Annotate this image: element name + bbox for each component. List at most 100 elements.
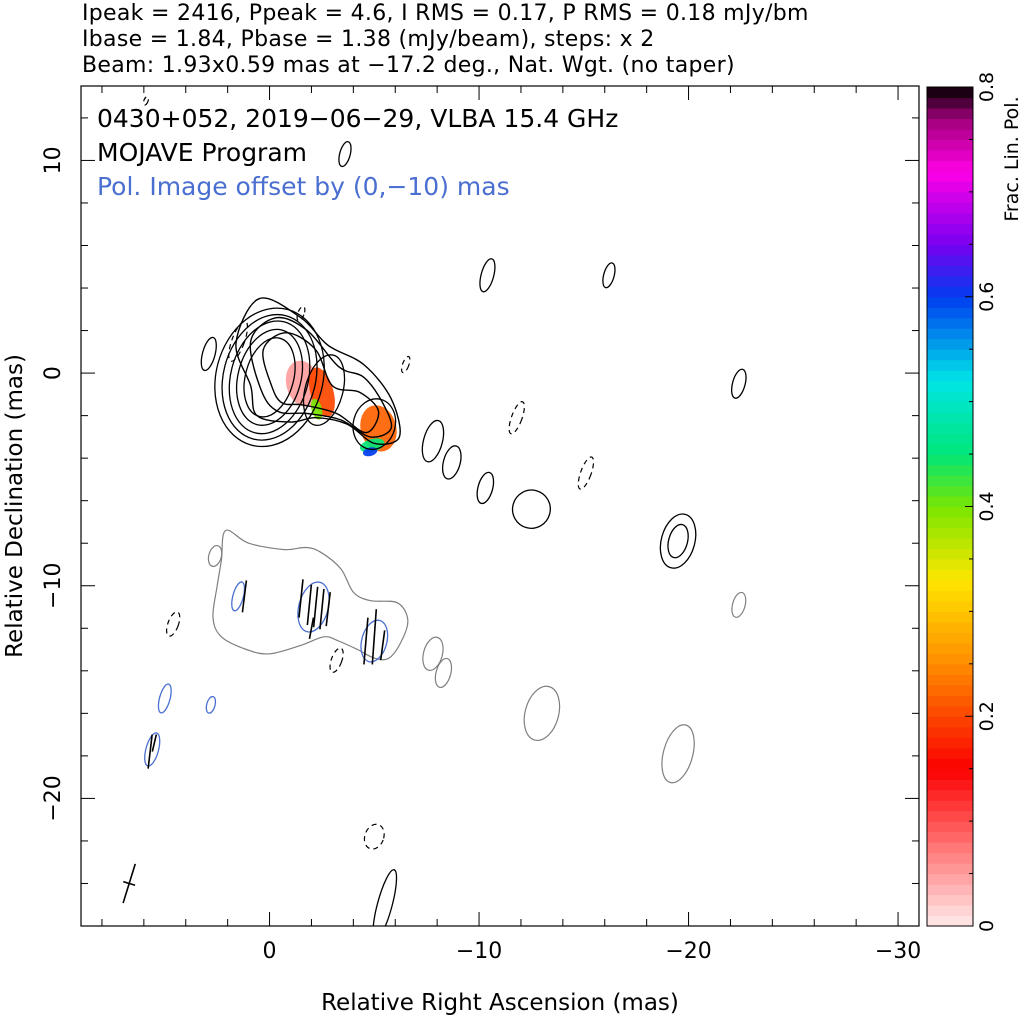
colorbar-band — [927, 160, 973, 172]
pol-contour-blue — [157, 683, 172, 714]
colorbar-band — [927, 821, 973, 833]
annotation-pol-offset: Pol. Image offset by (0,−10) mas — [97, 172, 510, 201]
colorbar-band — [927, 905, 973, 917]
colorbar-band — [927, 97, 973, 109]
evpa-tick — [371, 609, 378, 665]
evpa-tick — [363, 617, 369, 665]
pol-contour-blue — [360, 619, 389, 663]
header-base-line: Ibase = 1.84, Pbase = 1.38 (mJy/beam), s… — [82, 27, 655, 52]
jet-knot-contour — [479, 258, 496, 293]
colorbar-band — [927, 464, 973, 476]
colorbar-band — [927, 244, 973, 256]
beam-minor-axis — [123, 880, 136, 887]
colorbar-band — [927, 359, 973, 371]
colorbar-band — [927, 139, 973, 151]
colorbar-tick-label: 0.2 — [976, 701, 998, 731]
x-tick-label: −10 — [456, 939, 502, 964]
evpa-tick — [308, 617, 315, 640]
jet-knot-contour — [372, 869, 398, 926]
colorbar-band — [927, 726, 973, 738]
colorbar-band — [927, 149, 973, 162]
jet-knot-contour — [602, 262, 616, 289]
colorbar-band — [927, 810, 973, 822]
evpa-tick — [379, 630, 386, 661]
colorbar-band — [927, 611, 973, 623]
jet-knot-contour — [659, 513, 697, 569]
colorbar-tick-label: 0.4 — [976, 491, 998, 521]
annotation-source: 0430+052, 2019−06−29, VLBA 15.4 GHz — [97, 104, 618, 133]
colorbar-band — [927, 632, 973, 644]
colorbar-band — [927, 412, 973, 424]
pol-contour — [207, 544, 223, 567]
negative-contour — [329, 647, 344, 673]
header-stats-line: Ipeak = 2416, Ppeak = 4.6, I RMS = 0.17,… — [82, 1, 809, 26]
colorbar-band — [927, 128, 973, 141]
colorbar-band — [927, 831, 973, 843]
colorbar-band — [927, 558, 973, 571]
colorbar-band — [927, 475, 973, 487]
colorbar-band — [927, 233, 973, 245]
colorbar-band — [927, 537, 973, 550]
colorbar-band — [927, 747, 973, 759]
colorbar-band — [927, 716, 973, 728]
negative-contour — [228, 320, 249, 362]
y-tick-label: 10 — [41, 146, 66, 174]
pol-contour — [434, 657, 453, 689]
colorbar-band — [927, 737, 973, 749]
y-tick-label: −20 — [41, 775, 66, 821]
core-contour — [236, 328, 304, 426]
colorbar-band — [927, 569, 973, 581]
negative-contour — [166, 611, 181, 637]
colorbar-band — [927, 275, 973, 287]
evpa-tick — [319, 588, 325, 630]
colorbar-band — [927, 118, 973, 130]
colorbar-band — [927, 548, 973, 560]
colorbar-band — [927, 779, 973, 791]
negative-contour — [363, 823, 385, 850]
colorbar-band — [927, 191, 973, 203]
colorbar-band — [927, 349, 973, 361]
colorbar-band — [927, 789, 973, 801]
colorbar-tick-label: 0.6 — [976, 282, 998, 312]
header-beam-line: Beam: 1.93x0.59 mas at −17.2 deg., Nat. … — [82, 53, 735, 78]
colorbar-band — [927, 254, 973, 266]
pol-contour — [422, 636, 444, 672]
core-contour — [221, 313, 318, 441]
colorbar-band — [927, 915, 973, 927]
colorbar-band — [927, 800, 973, 812]
pol-contour — [212, 529, 409, 661]
colorbar-tick-label: 0 — [976, 920, 998, 932]
colorbar-band — [927, 87, 973, 99]
colorbar-band — [927, 433, 973, 445]
jet-knot-contour — [302, 354, 346, 427]
colorbar-band — [927, 286, 973, 298]
x-tick-label: −30 — [875, 939, 921, 964]
core-contour — [228, 320, 311, 435]
evpa-tick — [147, 734, 153, 769]
colorbar-label: Frac. Lin. Pol. — [1001, 96, 1023, 221]
jet-knot-contour — [338, 141, 352, 168]
core-contour — [243, 337, 296, 418]
colorbar-band — [927, 338, 973, 350]
colorbar-band — [927, 863, 973, 875]
colorbar-band — [927, 307, 973, 319]
evpa-tick — [241, 580, 248, 613]
colorbar-band — [927, 485, 973, 497]
colorbar-band — [927, 212, 973, 224]
annotation-program: MOJAVE Program — [97, 138, 307, 167]
pol-contour — [661, 724, 695, 784]
colorbar-band — [927, 454, 973, 466]
evpa-tick — [298, 579, 304, 618]
colorbar-band — [927, 653, 973, 665]
colorbar-band — [927, 768, 973, 780]
colorbar-band — [927, 401, 973, 413]
colorbar-band — [927, 873, 973, 885]
colorbar-tick-label: 0.8 — [976, 72, 998, 102]
pol-contour — [523, 685, 561, 741]
jet-knot-contour — [441, 445, 462, 480]
negative-contour — [400, 355, 411, 374]
colorbar-band — [927, 758, 973, 770]
colorbar-band — [927, 107, 973, 120]
